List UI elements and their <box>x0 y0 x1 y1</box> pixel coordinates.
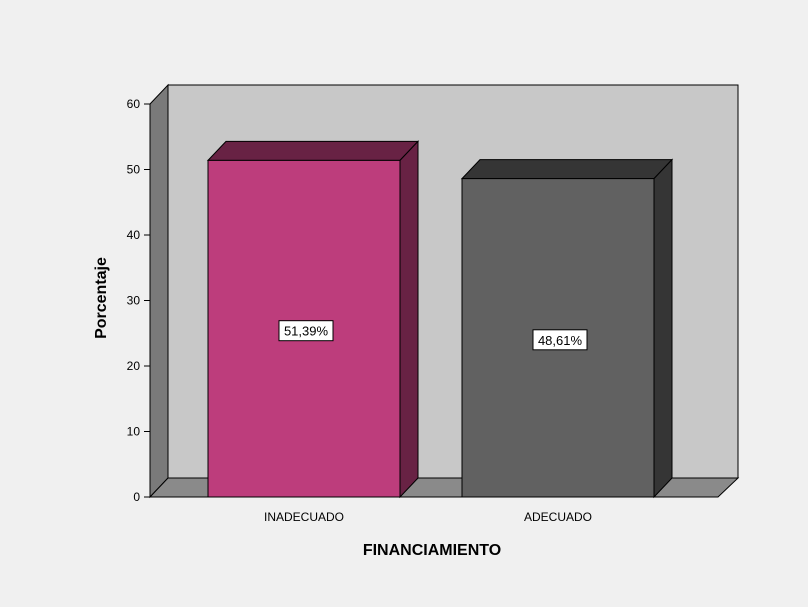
y-tick-label: 0 <box>133 490 140 504</box>
side-wall <box>149 83 169 499</box>
x-tick-label: ADECUADO <box>524 510 592 524</box>
y-tick-label: 50 <box>127 163 141 177</box>
data-label: 48,61% <box>538 333 583 348</box>
y-ticks: 0 10 20 30 40 50 60 <box>127 97 150 504</box>
y-tick-label: 30 <box>127 294 141 308</box>
y-tick-label: 60 <box>127 97 141 111</box>
bar-side-face <box>653 158 673 499</box>
bar-side-face <box>399 140 419 499</box>
bar-top-face <box>206 140 420 161</box>
bar-inadecuado: 51,39% <box>206 140 420 499</box>
data-label-box <box>532 329 588 351</box>
y-tick-label: 20 <box>127 359 141 373</box>
data-label: 51,39% <box>284 324 329 339</box>
y-tick-label: 40 <box>127 228 141 242</box>
y-tick-label: 10 <box>127 425 141 439</box>
bar-top-face <box>460 159 674 180</box>
x-tick-labels: INADECUADO ADECUADO <box>264 510 592 524</box>
x-tick-label: INADECUADO <box>264 510 344 524</box>
data-label-box <box>278 320 334 342</box>
bars: 51,39% 48,61% <box>206 140 674 499</box>
bar-adecuado: 48,61% <box>460 158 674 499</box>
y-axis-title: Porcentaje <box>93 257 110 339</box>
x-axis-title: FINANCIAMIENTO <box>363 542 501 559</box>
